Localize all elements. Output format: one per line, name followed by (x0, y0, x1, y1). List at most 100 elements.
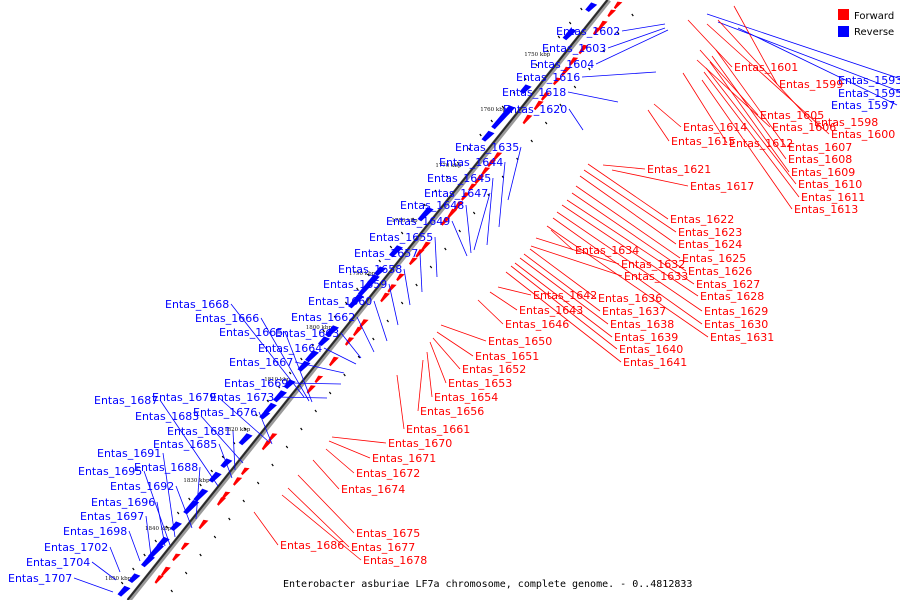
forward-gene-label[interactable]: Entas_1615 (671, 135, 735, 148)
forward-gene-label[interactable]: Entas_1621 (647, 163, 711, 176)
reverse-gene-label[interactable]: Entas_1655 (369, 231, 433, 244)
forward-gene-label[interactable]: Entas_1630 (704, 318, 768, 331)
reverse-gene-label[interactable]: Entas_1595 (838, 87, 900, 100)
reverse-gene-label[interactable]: Entas_1702 (44, 541, 108, 554)
forward-gene-label[interactable]: Entas_1675 (356, 527, 420, 540)
reverse-gene-label[interactable]: Entas_1659 (323, 278, 387, 291)
reverse-gene-label[interactable]: Entas_1698 (63, 525, 127, 538)
reverse-gene-label[interactable]: Entas_1679 (152, 391, 216, 404)
reverse-gene-label[interactable]: Entas_1644 (439, 156, 503, 169)
forward-gene-label[interactable]: Entas_1636 (598, 292, 662, 305)
reverse-gene-label[interactable]: Entas_1635 (455, 141, 519, 154)
forward-gene-label[interactable]: Entas_1633 (624, 270, 688, 283)
forward-gene-label[interactable]: Entas_1629 (704, 305, 768, 318)
forward-gene-label[interactable]: Entas_1609 (791, 166, 855, 179)
forward-gene-label[interactable]: Entas_1625 (682, 252, 746, 265)
reverse-gene-label[interactable]: Entas_1666 (195, 312, 259, 325)
reverse-gene-label[interactable]: Entas_1707 (8, 572, 72, 585)
forward-gene-label[interactable]: Entas_1614 (683, 121, 747, 134)
forward-gene-leader-line (682, 72, 728, 144)
forward-gene-label[interactable]: Entas_1627 (696, 278, 760, 291)
reverse-gene-label[interactable]: Entas_1660 (308, 295, 372, 308)
forward-gene-label[interactable]: Entas_1600 (831, 128, 895, 141)
forward-gene-label[interactable]: Entas_1670 (388, 437, 452, 450)
reverse-gene-label[interactable]: Entas_1697 (80, 510, 144, 523)
reverse-gene-label[interactable]: Entas_1685 (153, 438, 217, 451)
reverse-gene-label[interactable]: Entas_1602 (556, 25, 620, 38)
forward-gene-label[interactable]: Entas_1613 (794, 203, 858, 216)
reverse-gene-label[interactable]: Entas_1603 (542, 42, 606, 55)
forward-gene-label[interactable]: Entas_1650 (488, 335, 552, 348)
reverse-gene-label[interactable]: Entas_1604 (530, 58, 594, 71)
reverse-gene-label[interactable]: Entas_1664 (258, 342, 322, 355)
forward-gene-label[interactable]: Entas_1623 (678, 226, 742, 239)
forward-gene-label[interactable]: Entas_1686 (280, 539, 344, 552)
forward-gene-label[interactable]: Entas_1622 (670, 213, 734, 226)
reverse-gene-label[interactable]: Entas_1616 (516, 71, 580, 84)
reverse-gene-label[interactable]: Entas_1673 (210, 391, 274, 404)
forward-gene-label[interactable]: Entas_1672 (356, 467, 420, 480)
reverse-gene-label[interactable]: Entas_1696 (91, 496, 155, 509)
reverse-gene-label[interactable]: Entas_1620 (503, 103, 567, 116)
forward-gene-label[interactable]: Entas_1606 (772, 121, 836, 134)
reverse-gene-label[interactable]: Entas_1668 (165, 298, 229, 311)
forward-gene-label[interactable]: Entas_1624 (678, 238, 742, 251)
reverse-gene-label[interactable]: Entas_1667 (229, 356, 293, 369)
forward-gene-label[interactable]: Entas_1639 (614, 331, 678, 344)
forward-gene-label[interactable]: Entas_1677 (351, 541, 415, 554)
reverse-gene-label[interactable]: Entas_1658 (338, 263, 402, 276)
reverse-gene-label[interactable]: Entas_1692 (110, 480, 174, 493)
reverse-gene-label[interactable]: Entas_1669 (224, 377, 288, 390)
reverse-gene-label[interactable]: Entas_1691 (97, 447, 161, 460)
reverse-gene-label[interactable]: Entas_1648 (400, 199, 464, 212)
forward-gene-label[interactable]: Entas_1601 (734, 61, 798, 74)
forward-gene-label[interactable]: Entas_1610 (798, 178, 862, 191)
forward-gene-label[interactable]: Entas_1661 (406, 423, 470, 436)
forward-gene-label[interactable]: Entas_1607 (788, 141, 852, 154)
forward-gene-label[interactable]: Entas_1652 (462, 363, 526, 376)
forward-gene-label[interactable]: Entas_1634 (575, 244, 639, 257)
forward-gene-label[interactable]: Entas_1654 (434, 391, 498, 404)
reverse-gene-label[interactable]: Entas_1688 (134, 461, 198, 474)
reverse-gene-label[interactable]: Entas_1645 (427, 172, 491, 185)
forward-gene-label[interactable]: Entas_1642 (533, 289, 597, 302)
reverse-gene-label[interactable]: Entas_1681 (167, 425, 231, 438)
forward-gene-label[interactable]: Entas_1656 (420, 405, 484, 418)
forward-gene-label[interactable]: Entas_1646 (505, 318, 569, 331)
forward-gene-label[interactable]: Entas_1631 (710, 331, 774, 344)
reverse-gene-label[interactable]: Entas_1597 (831, 99, 895, 112)
reverse-gene-label[interactable]: Entas_1687 (94, 394, 158, 407)
reverse-gene-label[interactable]: Entas_1663 (275, 327, 339, 340)
forward-gene-label[interactable]: Entas_1637 (602, 305, 666, 318)
forward-gene-label[interactable]: Entas_1608 (788, 153, 852, 166)
forward-gene-label[interactable]: Entas_1640 (619, 343, 683, 356)
forward-gene-label[interactable]: Entas_1678 (363, 554, 427, 567)
forward-gene-label[interactable]: Entas_1626 (688, 265, 752, 278)
reverse-gene-leader-line (356, 316, 375, 353)
reverse-gene-label[interactable]: Entas_1657 (354, 247, 418, 260)
forward-gene-label[interactable]: Entas_1671 (372, 452, 436, 465)
forward-gene-label[interactable]: Entas_1651 (475, 350, 539, 363)
forward-gene-label[interactable]: Entas_1632 (621, 258, 685, 271)
reverse-gene-label[interactable]: Entas_1704 (26, 556, 90, 569)
forward-gene-label[interactable]: Entas_1628 (700, 290, 764, 303)
forward-gene-label[interactable]: Entas_1599 (779, 78, 843, 91)
reverse-gene-label[interactable]: Entas_1683 (135, 410, 199, 423)
reverse-gene-label[interactable]: Entas_1618 (502, 86, 566, 99)
reverse-gene-label[interactable]: Entas_1649 (386, 215, 450, 228)
forward-gene-label[interactable]: Entas_1617 (690, 180, 754, 193)
reverse-gene-label[interactable]: Entas_1695 (78, 465, 142, 478)
forward-gene-label[interactable]: Entas_1598 (814, 116, 878, 129)
forward-gene-label[interactable]: Entas_1641 (623, 356, 687, 369)
reverse-gene-label[interactable]: Entas_1676 (193, 406, 257, 419)
reverse-gene-label[interactable]: Entas_1662 (291, 311, 355, 324)
forward-gene-label[interactable]: Entas_1638 (610, 318, 674, 331)
reverse-gene-leader-line (162, 452, 176, 538)
forward-gene-label[interactable]: Entas_1605 (760, 109, 824, 122)
reverse-gene-label[interactable]: Entas_1647 (424, 187, 488, 200)
reverse-gene-label[interactable]: Entas_1665 (219, 326, 283, 339)
forward-gene-label[interactable]: Entas_1611 (801, 191, 865, 204)
forward-gene-label[interactable]: Entas_1674 (341, 483, 405, 496)
forward-gene-label[interactable]: Entas_1653 (448, 377, 512, 390)
forward-gene-label[interactable]: Entas_1643 (519, 304, 583, 317)
